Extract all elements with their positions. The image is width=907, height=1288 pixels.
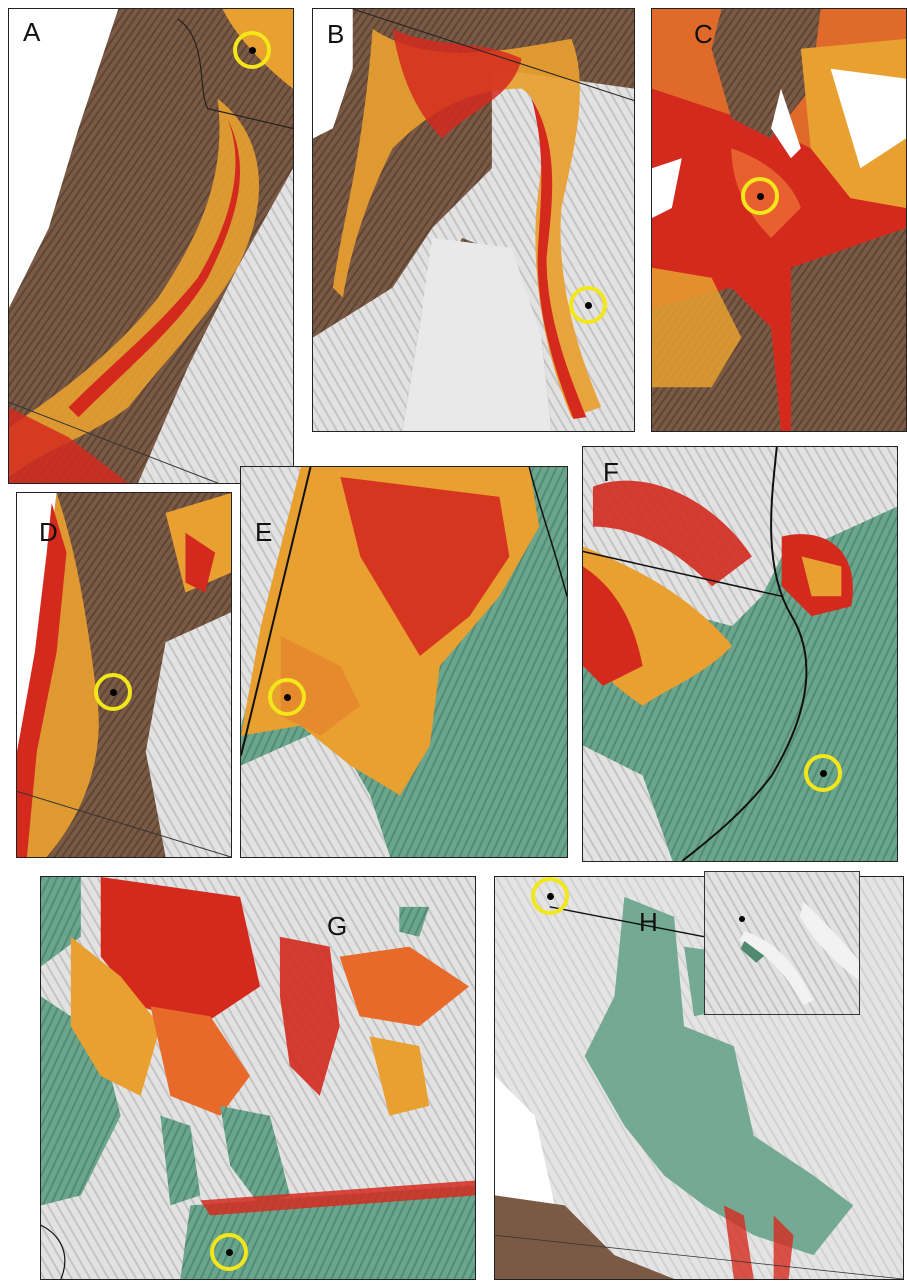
map-h-inset [704,871,860,1015]
site-marker-e [268,678,306,716]
site-marker-h [531,877,569,915]
map-f-terrain [583,447,897,861]
map-g-terrain [41,877,475,1279]
panel-f-label: F [603,457,619,487]
site-marker-g [210,1233,248,1271]
map-e-terrain [241,467,567,857]
panel-g-label: G [327,911,348,941]
site-dot [756,192,764,200]
site-dot [109,688,117,696]
map-panel-h: H [494,876,904,1280]
site-marker-f [804,754,842,792]
map-panel-b: B [312,8,635,432]
map-panel-g: G [40,876,476,1280]
inset-site-dot [739,916,745,922]
panel-c-label: C [694,19,713,49]
map-h-terrain [495,877,903,1279]
site-dot [584,301,592,309]
map-panel-f: F [582,446,898,862]
site-marker-b [569,286,607,324]
map-a-terrain [9,9,293,483]
panel-d-label: D [39,517,58,547]
map-panel-a: A [8,8,294,484]
inset-terrain [705,872,859,1014]
panel-h-label: H [639,907,658,937]
map-panel-c: C [651,8,907,432]
map-panel-d: D [16,492,232,858]
site-marker-c [741,177,779,215]
site-dot [225,1248,233,1256]
site-dot [546,892,554,900]
site-marker-d [94,673,132,711]
map-panel-e: E [240,466,568,858]
map-c-terrain [652,9,906,431]
site-marker-a [233,31,271,69]
site-dot [248,46,256,54]
panel-e-label: E [255,517,273,547]
site-dot [283,693,291,701]
panel-a-label: A [23,17,41,47]
map-b-terrain [313,9,634,431]
map-d-terrain [17,493,231,857]
site-dot [819,769,827,777]
panel-b-label: B [327,19,345,49]
